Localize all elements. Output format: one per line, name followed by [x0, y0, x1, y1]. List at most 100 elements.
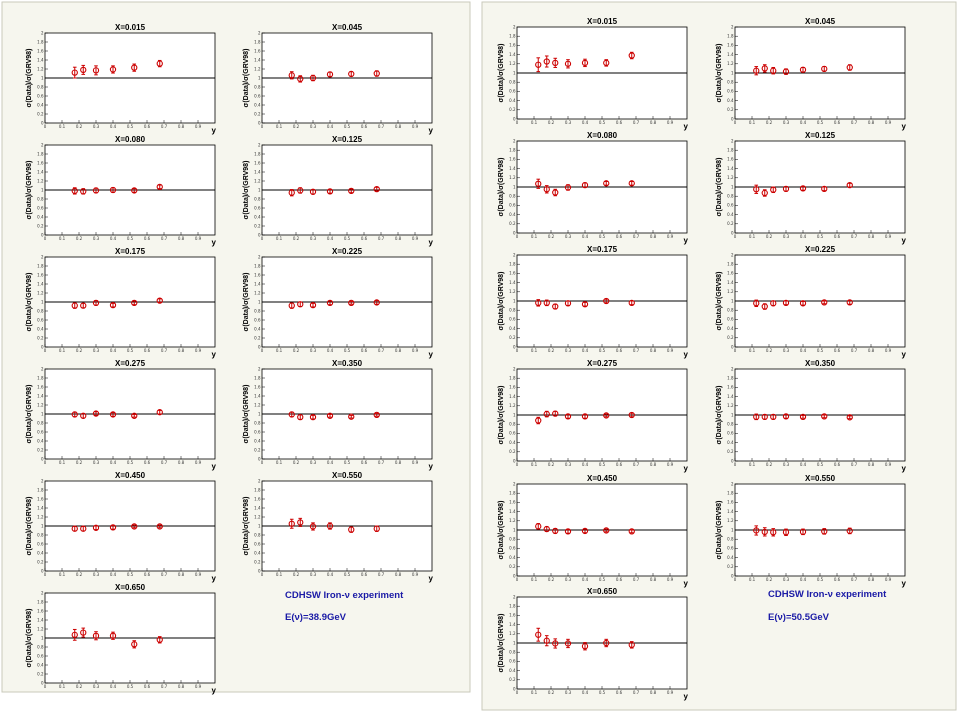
x-tick-label: 0: [44, 572, 47, 577]
y-tick-label: 1.4: [254, 57, 261, 62]
data-point: [846, 64, 853, 71]
data-point: [109, 66, 117, 73]
x-tick-label: 0.5: [127, 348, 134, 353]
panel-0.080: X=0.080 σ(Data)/σ(GRV98) y 0 0.2 0.4 0.6 0.8 1 1.…: [498, 131, 689, 245]
y-tick-label: 1.8: [254, 151, 261, 156]
panel-0.125: X=0.125 σ(Data)/σ(GRV98) y 0 0.2 0.4 0.6 0.8 1 1.…: [243, 135, 434, 247]
y-tick-label: 1.6: [37, 272, 44, 277]
data-point: [288, 520, 295, 527]
y-tick-label: 0.6: [37, 541, 44, 546]
x-tick-label: 0.5: [817, 120, 824, 125]
x-tick-label: 0.3: [93, 124, 100, 129]
x-tick-label: 0.4: [110, 572, 117, 577]
data-point: [552, 527, 559, 535]
beam-energy: E(ν)=50.5GeV: [768, 612, 830, 623]
y-tick-label: 0.6: [254, 205, 261, 210]
data-point: [628, 52, 635, 59]
x-tick-label: 0.3: [93, 348, 100, 353]
data-point: [92, 299, 100, 307]
y-axis-label: σ(Data)/σ(GRV98): [26, 161, 33, 220]
x-tick-label: 0.9: [885, 462, 892, 467]
y-axis-label: σ(Data)/σ(GRV98): [243, 161, 250, 220]
y-tick-label: 0: [258, 120, 261, 125]
data-point: [799, 528, 807, 535]
data-point: [80, 302, 87, 309]
y-tick-label: 2: [513, 366, 516, 371]
x-tick-label: 0.3: [565, 462, 572, 467]
y-tick-label: 0.6: [509, 431, 516, 436]
panel-title: X=0.350: [332, 359, 363, 368]
y-tick-label: 1.8: [254, 39, 261, 44]
x-tick-label: 0.4: [800, 577, 807, 582]
y-tick-label: 2: [513, 138, 516, 143]
y-tick-label: 2: [41, 142, 44, 147]
x-tick-label: 0.8: [178, 572, 185, 577]
data-point: [543, 525, 550, 533]
y-axis-label: σ(Data)/σ(GRV98): [716, 386, 723, 445]
data-point: [156, 183, 163, 190]
x-axis-label: y: [429, 126, 434, 135]
panel-0.080: X=0.080 σ(Data)/σ(GRV98) y 0 0.2 0.4 0.6 0.8 1 1.…: [26, 135, 217, 247]
x-tick-label: 0.9: [412, 124, 419, 129]
y-axis-label: σ(Data)/σ(GRV98): [716, 158, 723, 217]
x-tick-label: 0.4: [327, 460, 334, 465]
y-axis-label: σ(Data)/σ(GRV98): [498, 158, 505, 217]
panel-0.275: X=0.275 σ(Data)/σ(GRV98) y 0 0.2 0.4 0.6 0.8 1 1.…: [498, 359, 689, 473]
y-tick-label: 0.4: [509, 668, 516, 673]
x-tick-label: 0.3: [310, 348, 317, 353]
y-tick-label: 1.6: [37, 160, 44, 165]
x-tick-label: 0.4: [800, 120, 807, 125]
panel-0.015: X=0.015 σ(Data)/σ(GRV98) y 0 0.2 0.4 0.6 0.8 1 1.…: [26, 23, 217, 135]
x-tick-label: 0.2: [548, 120, 555, 125]
y-tick-label: 0.6: [727, 317, 734, 322]
y-tick-label: 1.6: [254, 48, 261, 53]
x-tick-label: 0.8: [650, 234, 657, 239]
panel-0.225: X=0.225 σ(Data)/σ(GRV98) y 0 0.2 0.4 0.6 0.8 1 1.…: [243, 247, 434, 359]
data-point: [552, 189, 559, 196]
y-tick-label: 0: [513, 344, 516, 349]
data-point: [373, 299, 380, 306]
x-tick-label: 0.4: [110, 124, 117, 129]
data-point: [799, 185, 807, 192]
x-tick-label: 0.1: [749, 348, 756, 353]
panel-title: X=0.080: [115, 135, 146, 144]
x-tick-label: 0: [44, 460, 47, 465]
data-point: [753, 186, 760, 193]
x-tick-label: 0.4: [800, 348, 807, 353]
x-tick-label: 0.4: [582, 690, 589, 695]
x-tick-label: 0.7: [161, 460, 168, 465]
data-point: [543, 637, 550, 644]
data-point: [326, 299, 334, 307]
y-tick-label: 1.8: [509, 34, 516, 39]
x-tick-label: 0.3: [93, 236, 100, 241]
panel-title: X=0.450: [587, 474, 618, 483]
x-tick-label: 0.5: [344, 236, 351, 241]
panel-0.175: X=0.175 σ(Data)/σ(GRV98) y 0 0.2 0.4 0.6 0.8 1 1.…: [498, 245, 689, 359]
x-tick-label: 0.4: [582, 577, 589, 582]
y-tick-label: 0.8: [727, 80, 734, 85]
data-point: [92, 632, 100, 639]
data-point: [71, 302, 78, 309]
y-tick-label: 0.8: [37, 196, 44, 201]
x-tick-label: 0.2: [76, 684, 83, 689]
x-tick-label: 0.9: [412, 348, 419, 353]
y-tick-label: 0.4: [37, 550, 44, 555]
y-tick-label: 0.6: [509, 659, 516, 664]
data-point: [552, 303, 559, 310]
y-tick-label: 1: [731, 527, 734, 532]
y-tick-label: 1.8: [37, 487, 44, 492]
y-axis-label: σ(Data)/σ(GRV98): [243, 385, 250, 444]
y-tick-label: 0.8: [37, 308, 44, 313]
data-point: [156, 297, 163, 304]
data-point: [297, 301, 304, 308]
x-tick-label: 0.3: [783, 577, 790, 582]
x-axis-label: y: [684, 236, 689, 245]
x-tick-label: 0.2: [293, 124, 300, 129]
data-point: [535, 61, 542, 68]
data-point: [373, 70, 380, 77]
y-tick-label: 0: [731, 116, 734, 121]
y-tick-label: 1: [41, 187, 44, 192]
x-tick-label: 0.4: [327, 572, 334, 577]
x-tick-label: 0.1: [59, 124, 66, 129]
x-tick-label: 0.8: [650, 690, 657, 695]
